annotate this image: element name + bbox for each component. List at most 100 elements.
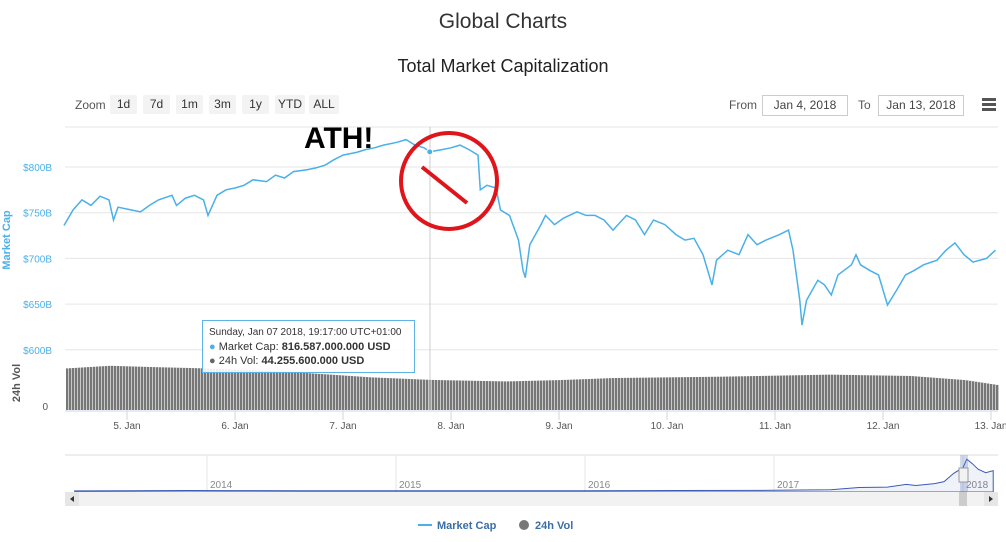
volume-bar <box>345 375 348 410</box>
volume-bar <box>687 377 690 410</box>
volume-bar <box>660 377 663 410</box>
volume-bar <box>762 375 765 410</box>
volume-bar <box>723 376 726 410</box>
zoom-button-1m[interactable]: 1m <box>176 95 203 114</box>
hamburger-menu-icon[interactable] <box>982 98 996 111</box>
volume-bar <box>348 375 351 410</box>
legend-item-24h-vol[interactable]: 24h Vol <box>519 520 573 532</box>
volume-bar <box>207 368 210 410</box>
x-tick-label: 8. Jan <box>437 421 464 432</box>
tooltip-vol-label: 24h Vol: <box>218 355 259 367</box>
x-tick-label: 7. Jan <box>329 421 356 432</box>
volume-bar <box>648 377 651 410</box>
volume-bar <box>966 380 969 410</box>
volume-bar <box>516 381 519 410</box>
volume-bar <box>609 378 612 410</box>
volume-bar <box>888 375 891 410</box>
volume-bar <box>255 370 258 410</box>
volume-bar <box>834 374 837 410</box>
volume-bar <box>66 368 69 410</box>
volume-bar <box>633 377 636 410</box>
volume-bar <box>930 377 933 410</box>
volume-bar <box>981 382 984 410</box>
volume-bar <box>327 374 330 410</box>
volume-bar <box>318 373 321 410</box>
volume-bar <box>186 367 189 410</box>
zoom-button-1d[interactable]: 1d <box>110 95 137 114</box>
volume-bar <box>453 380 456 410</box>
zoom-button-3m[interactable]: 3m <box>209 95 236 114</box>
volume-bar <box>537 380 540 410</box>
y-tick-label: $700B <box>23 254 52 265</box>
volume-bar <box>663 377 666 410</box>
volume-bar <box>807 375 810 410</box>
volume-bar <box>813 374 816 410</box>
volume-bar <box>174 367 177 410</box>
volume-bar <box>243 369 246 410</box>
volume-bar <box>564 379 567 410</box>
volume-bar <box>891 375 894 410</box>
volume-bar <box>735 376 738 410</box>
volume-bar <box>510 381 513 410</box>
volume-bar <box>147 366 150 410</box>
volume-bar <box>195 368 198 410</box>
volume-bar <box>273 371 276 410</box>
volume-bar <box>381 377 384 410</box>
volume-bar <box>222 369 225 410</box>
volume-bar <box>918 376 921 410</box>
volume-bar <box>426 379 429 410</box>
legend-item-market-cap[interactable]: Market Cap <box>418 520 497 532</box>
volume-bar <box>636 377 639 410</box>
volume-bar <box>984 383 987 410</box>
to-date-input[interactable]: Jan 13, 2018 <box>878 95 964 116</box>
volume-bar <box>312 373 315 410</box>
volume-bar <box>369 377 372 410</box>
volume-bar <box>708 376 711 410</box>
x-tick-label: 5. Jan <box>113 421 140 432</box>
zoom-button-ytd[interactable]: YTD <box>275 95 305 114</box>
navigator-handle[interactable] <box>958 467 969 483</box>
volume-bar <box>234 369 237 410</box>
volume-bar <box>399 378 402 410</box>
volume-bar <box>468 380 471 410</box>
volume-bar <box>525 380 528 410</box>
zoom-label: Zoom <box>75 98 106 112</box>
volume-bar <box>717 376 720 410</box>
from-date-input[interactable]: Jan 4, 2018 <box>762 95 848 116</box>
volume-bar <box>252 370 255 410</box>
navigator-scrollbar[interactable] <box>65 492 998 506</box>
volume-bar <box>393 378 396 410</box>
volume-bar <box>975 381 978 410</box>
volume-bar <box>444 380 447 410</box>
volume-bar <box>258 370 261 410</box>
volume-bar <box>96 366 99 410</box>
volume-bar <box>852 375 855 410</box>
volume-bar <box>543 380 546 410</box>
volume-bar <box>522 381 525 410</box>
navigator-year-label: 2018 <box>966 480 989 491</box>
volume-bar <box>867 375 870 410</box>
volume-bar <box>585 379 588 410</box>
volume-bar <box>903 375 906 410</box>
zoom-button-1y[interactable]: 1y <box>242 95 269 114</box>
volume-bar <box>330 374 333 410</box>
volume-bar <box>402 378 405 410</box>
volume-bar <box>978 382 981 410</box>
scrollbar-thumb[interactable] <box>959 492 967 506</box>
volume-bar <box>822 374 825 410</box>
y-axis-title: Market Cap <box>1 210 13 270</box>
volume-bar <box>765 375 768 410</box>
page-title: Global Charts <box>438 10 568 33</box>
zoom-button-7d[interactable]: 7d <box>143 95 170 114</box>
navigator-year-label: 2017 <box>777 480 800 491</box>
volume-bar <box>240 369 243 410</box>
zoom-button-all[interactable]: ALL <box>309 95 339 114</box>
volume-bar <box>408 378 411 410</box>
volume-bar <box>111 365 114 410</box>
volume-bar <box>756 376 759 410</box>
volume-bar <box>225 369 228 410</box>
volume-bar <box>669 377 672 410</box>
volume-bar <box>276 371 279 410</box>
volume-bar <box>993 384 996 410</box>
